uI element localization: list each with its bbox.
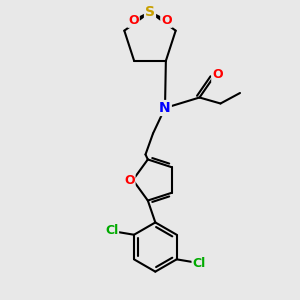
Text: O: O [128, 14, 139, 27]
Text: N: N [159, 101, 171, 115]
Text: O: O [161, 14, 172, 27]
Text: Cl: Cl [105, 224, 118, 237]
Text: Cl: Cl [193, 257, 206, 270]
Text: O: O [212, 68, 223, 82]
Text: O: O [124, 173, 135, 187]
Text: S: S [145, 5, 155, 19]
